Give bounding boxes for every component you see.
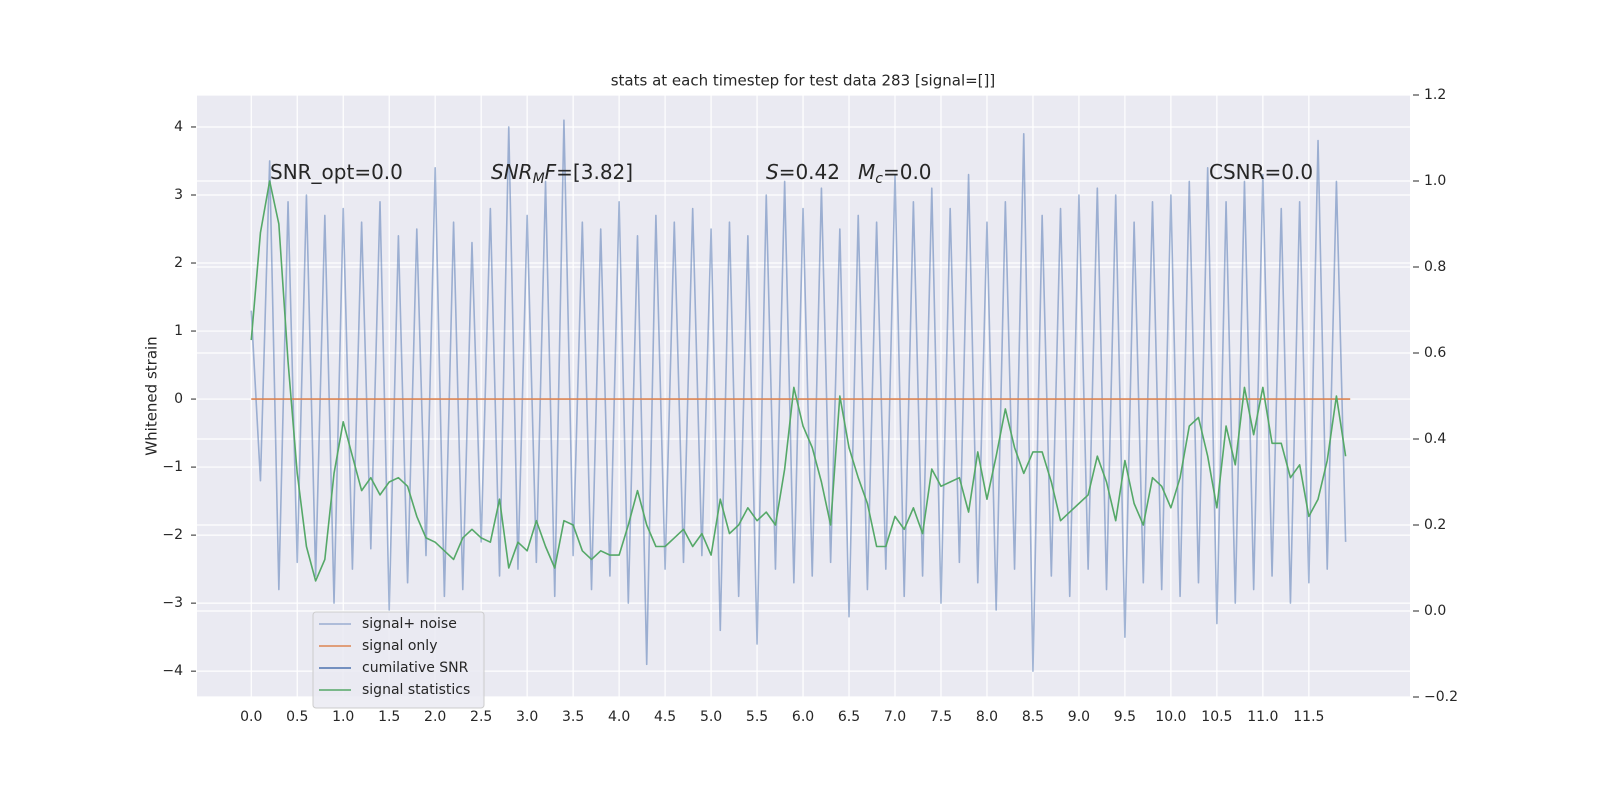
legend-label: cumilative SNR [362, 660, 469, 676]
x-tick-label: 1.0 [332, 709, 354, 725]
annotation-part: =[3.82] [556, 160, 633, 184]
annotation-part: CSNR=0.0 [1209, 160, 1313, 184]
legend-label: signal only [362, 638, 437, 654]
y-tick-label: 3 [174, 187, 183, 203]
annotation: CSNR=0.0 [1209, 160, 1313, 184]
x-tick-label: 6.0 [792, 709, 814, 725]
x-tick-label: 2.5 [470, 709, 492, 725]
x-tick-label: 7.0 [884, 709, 906, 725]
x-tick-label: 5.0 [700, 709, 722, 725]
annotation: S=0.42 [766, 160, 840, 184]
annotation-part: c [875, 171, 883, 187]
series-line [250, 180, 1347, 582]
y-tick-label: 1 [174, 323, 183, 339]
y-tick-label: 4 [174, 119, 183, 135]
y2-tick-label: 0.2 [1424, 517, 1446, 533]
annotation-part: =0.0 [883, 160, 932, 184]
legend-label: signal statistics [362, 682, 470, 698]
x-tick-label: 8.0 [976, 709, 998, 725]
annotation: SNR_opt=0.0 [270, 160, 403, 184]
x-tick-label: 0.0 [240, 709, 262, 725]
annotation-part: M [533, 171, 545, 187]
y-tick-label: −2 [162, 527, 183, 543]
x-tick-label: 5.5 [746, 709, 768, 725]
legend-box [312, 611, 485, 709]
x-tick-label: 10.0 [1155, 709, 1186, 725]
x-tick-label: 9.0 [1068, 709, 1090, 725]
x-tick-label: 3.5 [562, 709, 584, 725]
annotation-part: SNR [491, 160, 533, 184]
x-tick-label: 0.5 [286, 709, 308, 725]
y-tick-label: 0 [174, 391, 183, 407]
y2-tick-label: −0.2 [1424, 689, 1458, 705]
x-tick-label: 11.0 [1247, 709, 1278, 725]
x-tick-label: 9.5 [1114, 709, 1136, 725]
y2-tick-label: 0.4 [1424, 431, 1446, 447]
series-line [250, 119, 1347, 672]
y2-tick-label: 0.6 [1424, 345, 1446, 361]
y-tick-label: 2 [174, 255, 183, 271]
y2-tick-label: 1.2 [1424, 87, 1446, 103]
annotation: Mc=0.0 [858, 160, 932, 188]
annotation-part: S [766, 160, 779, 184]
y2-tick-label: 0.8 [1424, 259, 1446, 275]
annotation-part: =0.42 [779, 160, 840, 184]
x-tick-label: 7.5 [930, 709, 952, 725]
x-tick-label: 4.0 [608, 709, 630, 725]
x-tick-label: 11.5 [1293, 709, 1324, 725]
chart-title: stats at each timestep for test data 283… [611, 72, 996, 90]
legend-label: signal+ noise [362, 616, 457, 632]
y-axis-label: Whitened strain [143, 336, 161, 455]
x-tick-label: 6.5 [838, 709, 860, 725]
labels: 0.0 0.5 1.0 1.5 2.0 2.5 3.0 3.5 4.0 4.5 5.0 5.5 6.0 6… [162, 87, 1458, 725]
y-tick-label: −4 [162, 663, 183, 679]
annotation-part: SNR_opt=0.0 [270, 160, 403, 184]
x-tick-label: 4.5 [654, 709, 676, 725]
annotation-part: M [858, 160, 875, 184]
annotation-part: F [545, 160, 557, 184]
x-tick-label: 3.0 [516, 709, 538, 725]
x-tick-label: 1.5 [378, 709, 400, 725]
y2-tick-label: 0.0 [1424, 603, 1446, 619]
annotation: SNRMF=[3.82] [491, 160, 633, 188]
x-tick-label: 2.0 [424, 709, 446, 725]
grid [197, 94, 1410, 698]
y-tick-label: −3 [162, 595, 183, 611]
marks [250, 119, 1351, 672]
x-tick-label: 10.5 [1201, 709, 1232, 725]
y-tick-label: −1 [162, 459, 183, 475]
y2-tick-label: 1.0 [1424, 173, 1446, 189]
x-tick-label: 8.5 [1022, 709, 1044, 725]
